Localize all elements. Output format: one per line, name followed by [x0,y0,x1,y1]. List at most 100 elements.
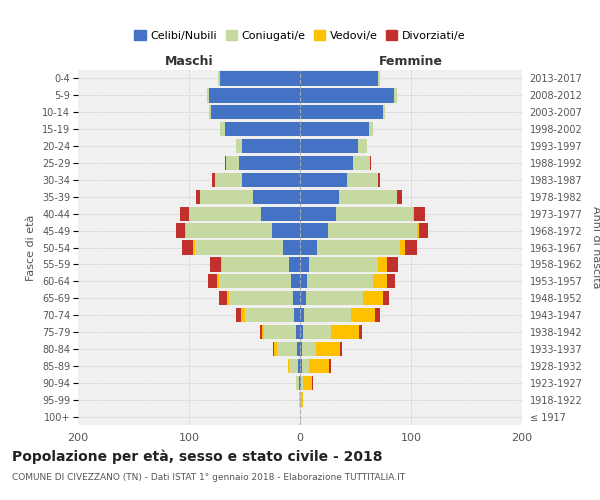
Bar [194,240,283,254]
Bar [193,240,194,254]
Bar [299,376,300,390]
Bar [397,190,402,204]
Bar [307,274,373,288]
Bar [242,139,300,154]
Bar [211,105,300,120]
Bar [300,392,301,407]
Bar [400,240,406,254]
Bar [415,206,425,221]
Bar [296,376,299,390]
Bar [277,342,296,356]
Bar [383,291,389,306]
Bar [274,342,277,356]
Bar [226,156,239,170]
Bar [229,291,293,306]
Bar [300,291,305,306]
Y-axis label: Fasce di età: Fasce di età [26,214,37,280]
Bar [386,274,395,288]
Bar [220,72,300,86]
Bar [406,240,416,254]
Bar [296,342,300,356]
Bar [180,206,189,221]
Bar [358,139,367,154]
Bar [295,308,300,322]
Bar [300,206,335,221]
Bar [215,172,242,187]
Bar [376,308,380,322]
Bar [217,274,219,288]
Bar [300,274,307,288]
Bar [300,358,302,373]
Bar [182,240,193,254]
Bar [265,325,296,339]
Bar [293,291,300,306]
Bar [242,172,300,187]
Bar [373,274,386,288]
Bar [283,240,300,254]
Bar [309,257,378,272]
Bar [209,88,300,102]
Bar [378,72,380,86]
Bar [300,72,378,86]
Bar [272,224,300,238]
Bar [302,358,309,373]
Bar [300,105,383,120]
Legend: Celibi/Nubili, Coniugati/e, Vedovi/e, Divorziati/e: Celibi/Nubili, Coniugati/e, Vedovi/e, Di… [130,26,470,45]
Bar [309,358,329,373]
Bar [299,392,300,407]
Bar [222,257,289,272]
Bar [224,122,300,136]
Bar [200,190,253,204]
Bar [291,274,300,288]
Bar [300,224,328,238]
Bar [221,257,223,272]
Bar [245,308,295,322]
Bar [394,88,397,102]
Bar [241,308,245,322]
Bar [363,291,383,306]
Bar [316,342,340,356]
Bar [351,308,376,322]
Text: COMUNE DI CIVEZZANO (TN) - Dati ISTAT 1° gennaio 2018 - Elaborazione TUTTITALIA.: COMUNE DI CIVEZZANO (TN) - Dati ISTAT 1°… [12,472,405,482]
Bar [304,325,331,339]
Bar [207,88,209,102]
Bar [301,376,304,390]
Bar [209,105,211,120]
Bar [339,190,397,204]
Bar [328,224,416,238]
Bar [208,274,217,288]
Bar [301,392,304,407]
Bar [296,325,300,339]
Bar [359,325,362,339]
Bar [236,308,241,322]
Bar [262,325,265,339]
Bar [335,206,413,221]
Bar [378,172,380,187]
Text: Maschi: Maschi [164,56,214,68]
Bar [300,172,347,187]
Bar [300,240,317,254]
Bar [416,224,419,238]
Bar [224,156,226,170]
Bar [329,358,331,373]
Bar [220,122,224,136]
Bar [419,224,428,238]
Bar [288,358,289,373]
Bar [300,122,369,136]
Bar [260,325,262,339]
Bar [219,291,227,306]
Bar [298,358,300,373]
Bar [261,206,300,221]
Bar [289,358,298,373]
Bar [383,105,385,120]
Bar [236,139,242,154]
Bar [369,122,373,136]
Bar [317,240,400,254]
Text: Femmine: Femmine [379,56,443,68]
Bar [212,172,215,187]
Bar [300,376,301,390]
Bar [185,224,272,238]
Text: Popolazione per età, sesso e stato civile - 2018: Popolazione per età, sesso e stato civil… [12,450,383,464]
Bar [176,224,185,238]
Bar [300,190,339,204]
